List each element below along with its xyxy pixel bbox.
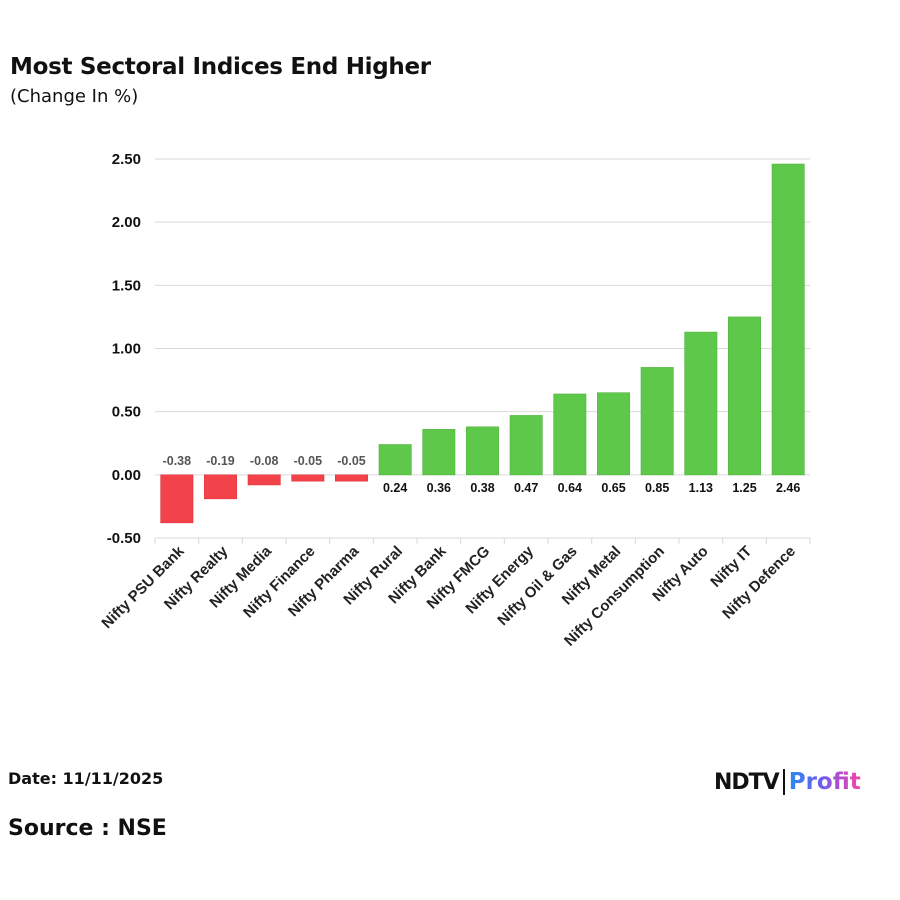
data-label: 0.85 [645,481,669,495]
bar [160,474,194,524]
data-labels: -0.38 -0.19 -0.08 -0.05 -0.05 0.24 0.36 0.38 0.4… [163,454,801,495]
y-tick-label: 0.00 [112,467,141,484]
y-axis-ticks: -0.50 0.00 0.50 1.00 1.50 2.00 2.50 [107,151,141,547]
bar [335,474,368,482]
bar [771,163,805,476]
data-label: 1.25 [732,481,756,495]
data-label: -0.05 [294,454,323,468]
bar [684,331,718,476]
bar [466,426,499,476]
data-label: -0.08 [250,454,279,468]
y-tick-label: -0.50 [107,530,141,547]
chart-title: Most Sectoral Indices End Higher [10,54,431,80]
bar [247,474,281,486]
data-label: 0.47 [514,481,538,495]
data-label: -0.38 [163,454,192,468]
bar [597,392,630,476]
data-label: 0.65 [601,481,625,495]
data-label: 0.38 [470,481,494,495]
logo-profit-text: Profit [788,769,861,795]
bar [378,444,412,476]
bar [728,316,761,476]
logo-divider [782,769,785,795]
x-tick-label: Nifty Oil & Gas [494,543,580,629]
y-tick-label: 2.50 [112,151,141,168]
bar [509,415,543,476]
logo-ndtv-text: NDTV [714,769,780,795]
y-tick-label: 0.50 [112,404,141,421]
y-tick-label: 1.50 [112,277,141,294]
data-label: 0.64 [558,481,582,495]
date-label: Date: 11/11/2025 [8,769,164,788]
data-label: 0.24 [383,481,407,495]
bar [291,474,325,482]
y-tick-label: 1.00 [112,341,141,358]
data-label: 1.13 [689,481,713,495]
bar [204,474,237,500]
y-tick-label: 2.00 [112,214,141,231]
bar [422,429,456,476]
data-label: 2.46 [776,481,800,495]
source-label: Source : NSE [8,816,167,841]
bar [553,393,587,476]
chart-subtitle: (Change In %) [10,86,139,107]
data-label: -0.19 [206,454,235,468]
bar [640,367,674,476]
ndtv-profit-logo: NDTV Profit [714,768,861,796]
bars [160,163,805,524]
data-label: -0.05 [337,454,366,468]
data-label: 0.36 [427,481,451,495]
